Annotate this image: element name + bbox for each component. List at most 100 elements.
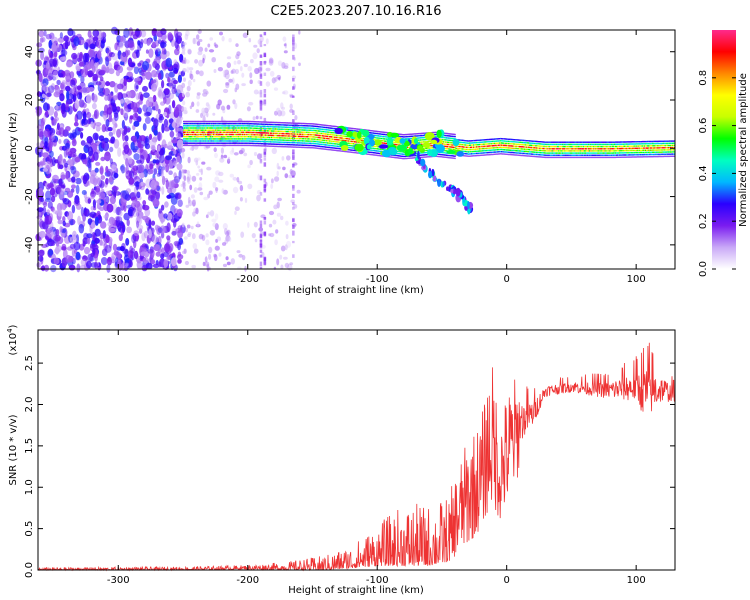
spectrogram-signal-cell xyxy=(204,142,207,144)
spectrogram-signal-cell xyxy=(407,157,410,159)
spectrogram-signal-cell xyxy=(250,136,252,138)
spectrogram-signal-cell xyxy=(338,134,340,137)
spectrogram-signal-cell xyxy=(307,146,309,149)
spectrogram-signal-cell xyxy=(293,122,296,124)
spectrogram-signal-cell xyxy=(424,139,426,141)
spectrogram-signal-cell xyxy=(284,124,286,126)
spectrogram-signal-cell xyxy=(298,131,300,133)
spectrogram-noise-cell xyxy=(263,31,267,36)
spectrogram-noise-cell xyxy=(269,70,275,77)
spectrogram-signal-cell xyxy=(304,142,306,144)
spectrogram-signal-cell xyxy=(267,143,270,145)
spectrogram-noise-cell xyxy=(176,163,183,171)
spectrogram-signal-cell xyxy=(273,121,275,124)
spectrogram-signal-cell xyxy=(317,132,320,134)
spectrogram-signal-cell xyxy=(235,133,238,136)
spectrogram-signal-cell xyxy=(269,134,271,136)
spectrogram-noise-cell xyxy=(176,37,182,45)
spectrogram-noise-cell xyxy=(133,146,139,151)
spectrogram-noise-cell xyxy=(292,95,295,98)
spectrogram-signal-cell xyxy=(255,127,257,129)
spectrogram-signal-cell xyxy=(201,131,204,133)
spectrogram-signal-cell xyxy=(303,144,305,146)
spectrogram-noise-cell xyxy=(259,240,263,245)
spectrogram-signal-cell xyxy=(226,129,228,131)
spectrogram-signal-cell xyxy=(207,133,210,136)
spectrogram-signal-cell xyxy=(283,143,285,146)
spectrogram-noise-cell xyxy=(263,148,267,154)
spectrogram-signal-cell xyxy=(314,145,316,147)
spectrogram-signal-cell xyxy=(257,125,259,127)
spectrogram-signal-cell xyxy=(278,134,280,137)
spectrogram-signal-cell xyxy=(220,142,222,144)
spectrogram-noise-cell xyxy=(192,37,196,45)
spectrogram-signal-cell xyxy=(394,141,396,143)
spectrogram-signal-cell xyxy=(194,136,196,138)
spectrogram-signal-cell xyxy=(330,144,332,147)
spectrogram-signal-cell xyxy=(298,140,300,142)
spectrogram-signal-cell xyxy=(246,129,248,131)
spectrogram-signal-cell xyxy=(273,126,275,128)
spectrogram-signal-cell xyxy=(365,135,367,138)
spectrogram-signal-cell xyxy=(306,131,308,133)
spectrogram-noise-cell xyxy=(157,227,163,234)
spectrogram-signal-cell xyxy=(301,124,303,127)
spectrogram-noise-cell xyxy=(226,104,231,110)
spectrogram-noise-cell xyxy=(292,163,295,168)
spectrogram-signal-cell xyxy=(371,154,373,156)
spectrogram-noise-cell xyxy=(43,264,50,272)
spectrogram-noise-cell xyxy=(80,140,86,146)
spectrogram-signal-cell xyxy=(261,123,264,125)
spectrogram-signal-cell xyxy=(188,140,190,142)
spectrogram-signal-cell xyxy=(390,156,392,158)
spectrogram-signal-cell xyxy=(336,147,338,150)
spectrogram-signal-cell xyxy=(293,129,296,131)
spectrogram-signal-cell xyxy=(216,138,218,140)
spectrogram-noise-cell xyxy=(171,86,177,95)
spectrogram-signal-cell xyxy=(217,122,219,125)
spectrogram-signal-cell xyxy=(272,134,274,137)
spectrogram-signal-cell xyxy=(230,122,233,125)
spectrogram-signal-cell xyxy=(223,133,225,136)
spectrogram-noise-cell xyxy=(234,68,239,75)
spectrogram-signal-cell xyxy=(314,134,316,136)
spectrogram-noise-cell xyxy=(41,264,46,272)
spectrogram-noise-cell xyxy=(113,250,120,256)
spectrogram-signal-cell xyxy=(224,131,226,133)
spectrogram-signal-cell xyxy=(385,134,387,136)
spectrogram-noise-cell xyxy=(213,69,217,73)
spectrogram-signal-cell xyxy=(230,140,233,142)
spectrogram-signal-cell xyxy=(255,125,257,127)
spectrogram-signal-cell xyxy=(226,136,228,138)
spectrogram-signal-cell xyxy=(241,129,243,131)
spectrogram-signal-cell xyxy=(197,131,199,133)
spectrogram-signal-cell xyxy=(307,129,309,131)
spectrogram-noise-cell xyxy=(152,198,160,208)
spectrogram-signal-cell xyxy=(206,125,209,127)
spectrogram-noise-cell xyxy=(284,244,288,251)
spectrogram-noise-cell xyxy=(118,127,124,134)
spectrogram-signal-cell xyxy=(256,134,258,136)
spectrogram-noise-cell xyxy=(218,179,224,183)
spectrogram-noise-cell xyxy=(177,127,183,132)
spectrogram-signal-cell xyxy=(404,155,407,158)
spectrogram-signal-cell xyxy=(386,138,388,140)
spectrogram-signal-cell xyxy=(241,125,243,127)
spectrogram-noise-cell xyxy=(272,219,277,225)
spectrogram-signal-cell xyxy=(341,137,343,139)
spectrogram-signal-cell xyxy=(247,138,249,140)
spectrogram-noise-cell xyxy=(196,34,200,40)
spectrogram-signal-cell xyxy=(337,136,339,139)
spectrogram-signal-cell xyxy=(420,152,422,154)
spectrogram-noise-cell xyxy=(139,154,145,165)
spectrogram-signal-cell xyxy=(419,139,421,141)
spectrogram-signal-cell xyxy=(243,120,245,123)
spectrogram-signal-cell xyxy=(324,135,327,137)
spectrogram-signal-cell xyxy=(314,136,316,138)
spectrogram-signal-cell xyxy=(231,129,234,131)
spectrogram-signal-cell xyxy=(196,133,198,136)
spectrogram-signal-cell xyxy=(322,133,325,135)
spectrogram-noise-cell xyxy=(61,184,66,189)
spectrogram-noise-cell xyxy=(263,157,267,161)
spectrogram-signal-cell xyxy=(401,151,403,153)
